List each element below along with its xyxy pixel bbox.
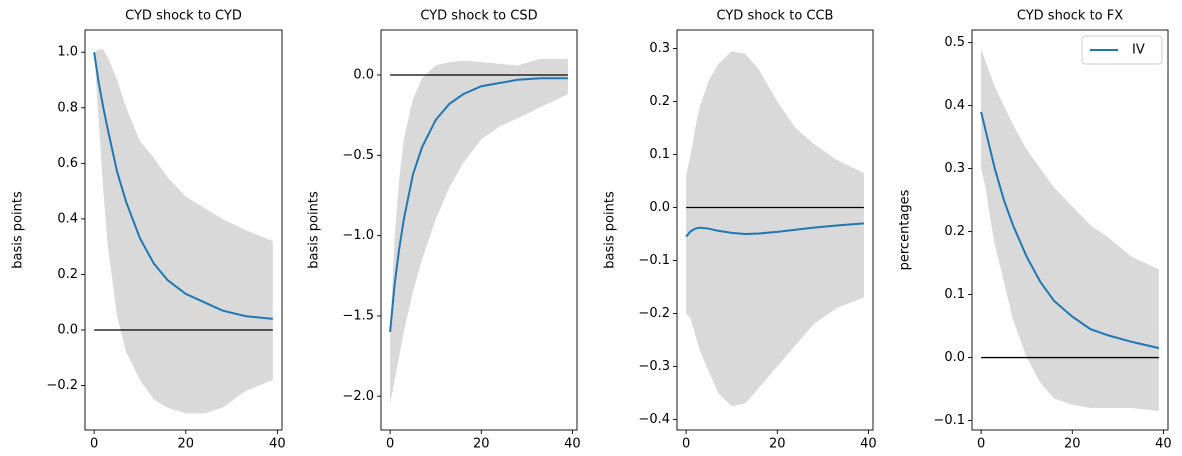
x-tick-label: 20 xyxy=(178,437,195,452)
y-tick-label: 0.4 xyxy=(944,98,965,113)
y-tick-label: 0.1 xyxy=(649,147,670,162)
subplot: CYD shock to CYD basis points −0.2 0.0 0.2 0.… xyxy=(11,9,286,452)
y-tick-label: 0.1 xyxy=(944,287,965,302)
y-tick-label: 0.2 xyxy=(649,94,670,109)
y-axis-label: basis points xyxy=(603,191,618,269)
y-tick-label: 0.2 xyxy=(57,267,78,282)
y-tick-label: −0.1 xyxy=(933,413,965,428)
axes-frame xyxy=(971,29,1169,431)
y-tick-label: −0.2 xyxy=(46,378,78,393)
subplot-title: CYD shock to CSD xyxy=(420,9,537,24)
axes-frame xyxy=(676,29,874,431)
x-tick-label: 0 xyxy=(386,437,394,452)
legend-box xyxy=(1081,35,1163,65)
confidence-band xyxy=(390,58,568,405)
subplot: CYD shock to CSD basis points −2.0 −1.5 −1.0… xyxy=(307,9,581,452)
y-tick-label: 0.0 xyxy=(57,323,78,338)
y-tick-label: 0.6 xyxy=(57,156,78,171)
y-axis-label: percentages xyxy=(898,189,913,270)
x-tick-label: 40 xyxy=(564,437,581,452)
y-axis-label: basis points xyxy=(11,191,26,269)
confidence-band xyxy=(94,49,273,414)
y-tick-label: −0.3 xyxy=(638,359,670,374)
line xyxy=(685,222,864,238)
confidence-band xyxy=(981,48,1159,412)
y-tick-label: 0.8 xyxy=(57,100,78,115)
y-tick-label: −1.0 xyxy=(342,228,374,243)
subplot-title: CYD shock to FX xyxy=(1017,9,1123,24)
axes-frame xyxy=(84,29,283,431)
y-tick-label: −0.5 xyxy=(342,148,374,163)
line xyxy=(389,77,568,333)
subplot: CYD shock to CCB basis points −0.4 −0.3 −0.2… xyxy=(603,9,877,452)
subplot: CYD shock to FX percentages −0.1 0.0 0.1 0.2 0… xyxy=(898,9,1172,452)
x-tick-label: 20 xyxy=(1064,437,1081,452)
line xyxy=(980,111,1160,350)
subplot-title: CYD shock to CYD xyxy=(125,9,242,24)
x-tick-label: 0 xyxy=(90,437,98,452)
y-tick-label: 0.3 xyxy=(649,41,670,56)
legend-label: IV xyxy=(1132,43,1145,58)
y-axis-label: basis points xyxy=(307,191,322,269)
y-tick-label: 0.0 xyxy=(944,350,965,365)
y-tick-label: −2.0 xyxy=(342,389,374,404)
x-tick-label: 0 xyxy=(682,437,690,452)
y-tick-label: 1.0 xyxy=(57,45,78,60)
y-tick-label: 0.5 xyxy=(944,35,965,50)
y-tick-label: 0.0 xyxy=(649,200,670,215)
y-tick-label: 0.0 xyxy=(353,67,374,82)
x-tick-label: 40 xyxy=(1155,437,1172,452)
x-tick-label: 20 xyxy=(473,437,490,452)
subplot-title: CYD shock to CCB xyxy=(717,9,834,24)
y-tick-label: 0.4 xyxy=(57,211,78,226)
line xyxy=(93,52,273,320)
y-tick-label: −0.2 xyxy=(638,306,670,321)
x-tick-label: 0 xyxy=(977,437,985,452)
confidence-band xyxy=(686,51,864,407)
axes-frame xyxy=(380,29,578,431)
y-tick-label: −1.5 xyxy=(342,308,374,323)
x-tick-label: 40 xyxy=(860,437,877,452)
y-tick-label: 0.3 xyxy=(944,161,965,176)
y-tick-label: −0.4 xyxy=(638,412,670,427)
y-tick-label: −0.1 xyxy=(638,253,670,268)
x-tick-label: 20 xyxy=(769,437,786,452)
x-tick-label: 40 xyxy=(269,437,286,452)
y-tick-label: 0.2 xyxy=(944,224,965,239)
